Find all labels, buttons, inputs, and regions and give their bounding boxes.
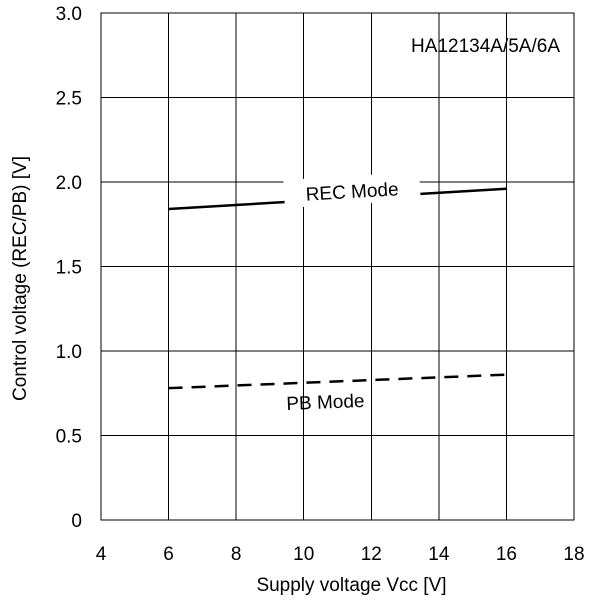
y-tick-label: 1.0 xyxy=(56,342,82,363)
x-tick-label: 16 xyxy=(496,544,517,565)
y-tick-label: 1.5 xyxy=(56,258,82,279)
x-tick-label: 14 xyxy=(428,544,450,565)
chart-annotation: HA12134A/5A/6A xyxy=(411,36,560,57)
y-tick-label: 0 xyxy=(71,511,82,532)
y-tick-label: 2.5 xyxy=(56,89,82,110)
y-tick-label: 3.0 xyxy=(56,4,82,25)
y-tick-label: 0.5 xyxy=(56,427,82,448)
x-tick-label: 6 xyxy=(163,544,174,565)
rec-mode-label-bg xyxy=(283,171,421,209)
x-tick-label: 12 xyxy=(361,544,382,565)
x-tick-label: 8 xyxy=(231,544,242,565)
y-tick-label: 2.0 xyxy=(56,173,82,194)
x-tick-label: 4 xyxy=(96,544,107,565)
pb-mode-line xyxy=(168,373,507,390)
x-tick-label: 18 xyxy=(563,544,584,565)
plot-frame xyxy=(100,12,575,521)
x-axis-label: Supply voltage Vcc [V] xyxy=(256,575,446,596)
pb-mode-label: PB Mode xyxy=(286,391,365,415)
series-layer: REC Mode PB Mode xyxy=(168,171,507,415)
tick-labels: 4 6 8 10 12 14 16 18 0 0.5 1.0 1.5 2.0 2.5 3.0 xyxy=(56,4,585,565)
y-axis-label: Control voltage (REC/PB) [V] xyxy=(10,156,31,401)
rec-mode-label-group: REC Mode xyxy=(283,171,421,209)
grid-lines xyxy=(101,13,574,520)
x-tick-label: 10 xyxy=(293,544,314,565)
